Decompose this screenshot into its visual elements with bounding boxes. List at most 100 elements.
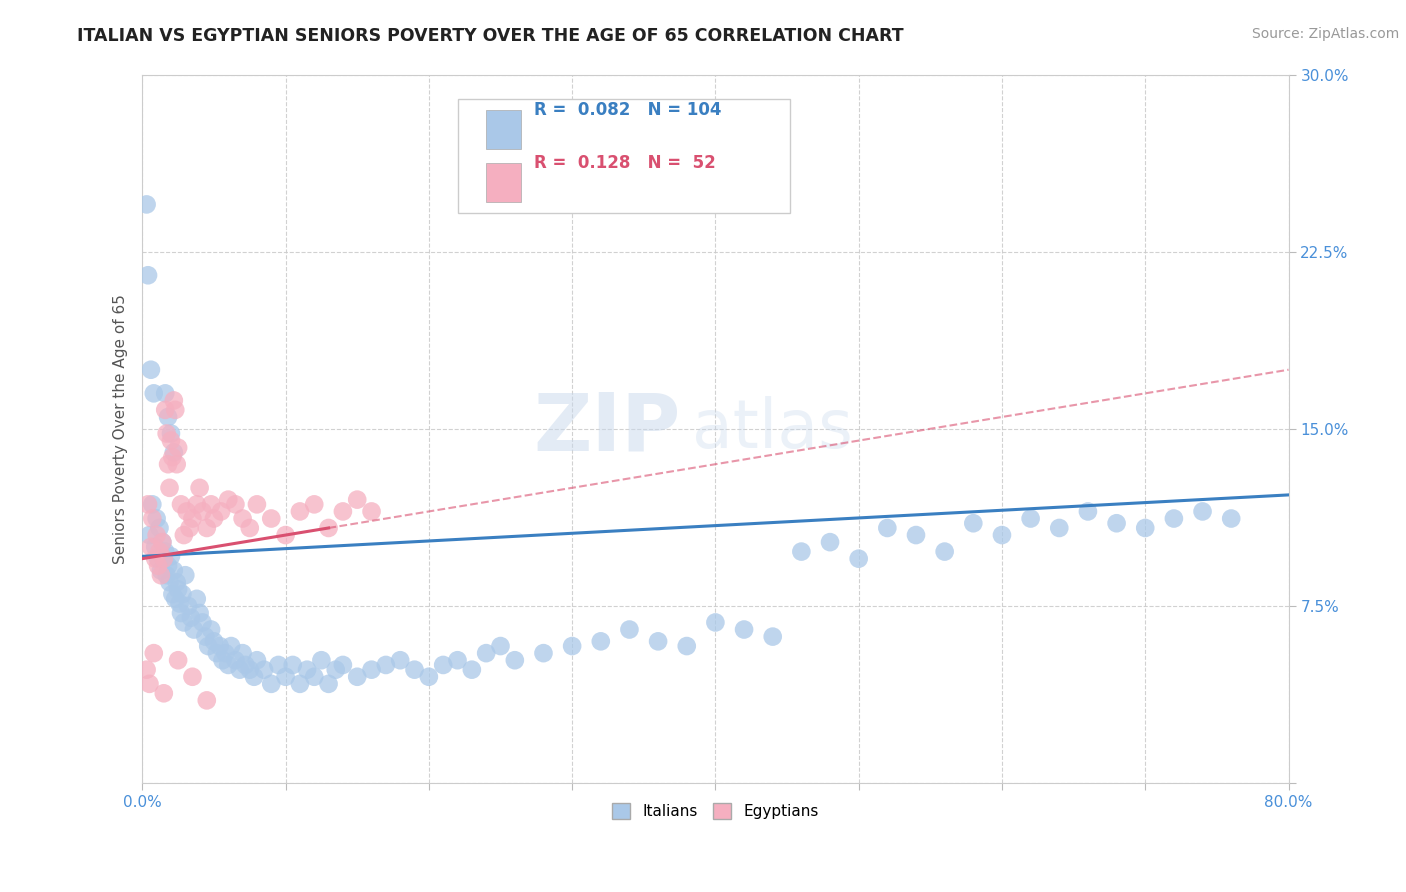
- Point: [475, 646, 498, 660]
- Point: [160, 426, 183, 441]
- Point: [174, 568, 197, 582]
- Point: [219, 639, 242, 653]
- Point: [229, 663, 252, 677]
- Point: [138, 677, 160, 691]
- Point: [267, 657, 290, 672]
- Point: [790, 544, 813, 558]
- Point: [209, 504, 232, 518]
- Point: [170, 497, 193, 511]
- Point: [1105, 516, 1128, 531]
- Point: [260, 511, 283, 525]
- Point: [360, 663, 382, 677]
- Point: [232, 511, 254, 525]
- Point: [208, 639, 231, 653]
- Point: [155, 544, 177, 558]
- Point: [157, 558, 180, 573]
- Point: [1077, 504, 1099, 518]
- Point: [1047, 521, 1070, 535]
- Point: [142, 646, 165, 660]
- Point: [162, 587, 184, 601]
- Point: [876, 521, 898, 535]
- Point: [157, 457, 180, 471]
- Point: [173, 528, 195, 542]
- FancyBboxPatch shape: [486, 163, 520, 202]
- Point: [153, 551, 176, 566]
- Point: [167, 653, 190, 667]
- Point: [1191, 504, 1213, 518]
- Point: [143, 540, 166, 554]
- Text: R =  0.082   N = 104: R = 0.082 N = 104: [534, 101, 721, 119]
- Point: [165, 591, 187, 606]
- Text: R =  0.128   N =  52: R = 0.128 N = 52: [534, 154, 716, 172]
- Point: [145, 511, 167, 525]
- Point: [183, 623, 205, 637]
- Legend: Italians, Egyptians: Italians, Egyptians: [606, 797, 825, 825]
- Point: [146, 558, 169, 573]
- Point: [145, 528, 167, 542]
- Point: [217, 657, 239, 672]
- Point: [141, 511, 163, 525]
- Point: [194, 630, 217, 644]
- Point: [159, 481, 181, 495]
- Point: [346, 492, 368, 507]
- Point: [163, 564, 186, 578]
- Point: [253, 663, 276, 677]
- Text: Source: ZipAtlas.com: Source: ZipAtlas.com: [1251, 27, 1399, 41]
- Point: [148, 544, 170, 558]
- Point: [647, 634, 669, 648]
- Point: [232, 646, 254, 660]
- Point: [180, 611, 202, 625]
- Point: [181, 511, 204, 525]
- Point: [288, 677, 311, 691]
- Point: [186, 497, 208, 511]
- Point: [346, 670, 368, 684]
- Text: atlas: atlas: [693, 396, 853, 462]
- Point: [432, 657, 454, 672]
- Point: [589, 634, 612, 648]
- Point: [318, 677, 340, 691]
- Point: [202, 511, 225, 525]
- Point: [139, 540, 162, 554]
- Point: [148, 521, 170, 535]
- Point: [733, 623, 755, 637]
- Point: [167, 582, 190, 597]
- Point: [176, 504, 198, 518]
- Point: [332, 504, 354, 518]
- Point: [205, 646, 228, 660]
- Point: [200, 497, 222, 511]
- FancyBboxPatch shape: [486, 110, 520, 149]
- Point: [191, 504, 214, 518]
- Point: [374, 657, 396, 672]
- Point: [195, 521, 218, 535]
- Point: [533, 646, 555, 660]
- Point: [295, 663, 318, 677]
- Point: [274, 528, 297, 542]
- Point: [224, 653, 246, 667]
- Text: ZIP: ZIP: [534, 390, 681, 467]
- Point: [167, 441, 190, 455]
- Point: [163, 393, 186, 408]
- Point: [325, 663, 347, 677]
- Point: [246, 653, 269, 667]
- Point: [239, 521, 262, 535]
- Point: [202, 634, 225, 648]
- Point: [704, 615, 727, 630]
- Point: [904, 528, 927, 542]
- Point: [446, 653, 468, 667]
- Point: [139, 363, 162, 377]
- Point: [260, 677, 283, 691]
- Point: [274, 670, 297, 684]
- Point: [239, 663, 262, 677]
- Text: ITALIAN VS EGYPTIAN SENIORS POVERTY OVER THE AGE OF 65 CORRELATION CHART: ITALIAN VS EGYPTIAN SENIORS POVERTY OVER…: [77, 27, 904, 45]
- Point: [1019, 511, 1042, 525]
- Point: [211, 653, 233, 667]
- Point: [170, 606, 193, 620]
- Point: [191, 615, 214, 630]
- Point: [153, 686, 176, 700]
- Point: [159, 575, 181, 590]
- Point: [155, 403, 177, 417]
- Point: [150, 535, 173, 549]
- Point: [302, 670, 325, 684]
- FancyBboxPatch shape: [457, 99, 790, 212]
- Point: [561, 639, 583, 653]
